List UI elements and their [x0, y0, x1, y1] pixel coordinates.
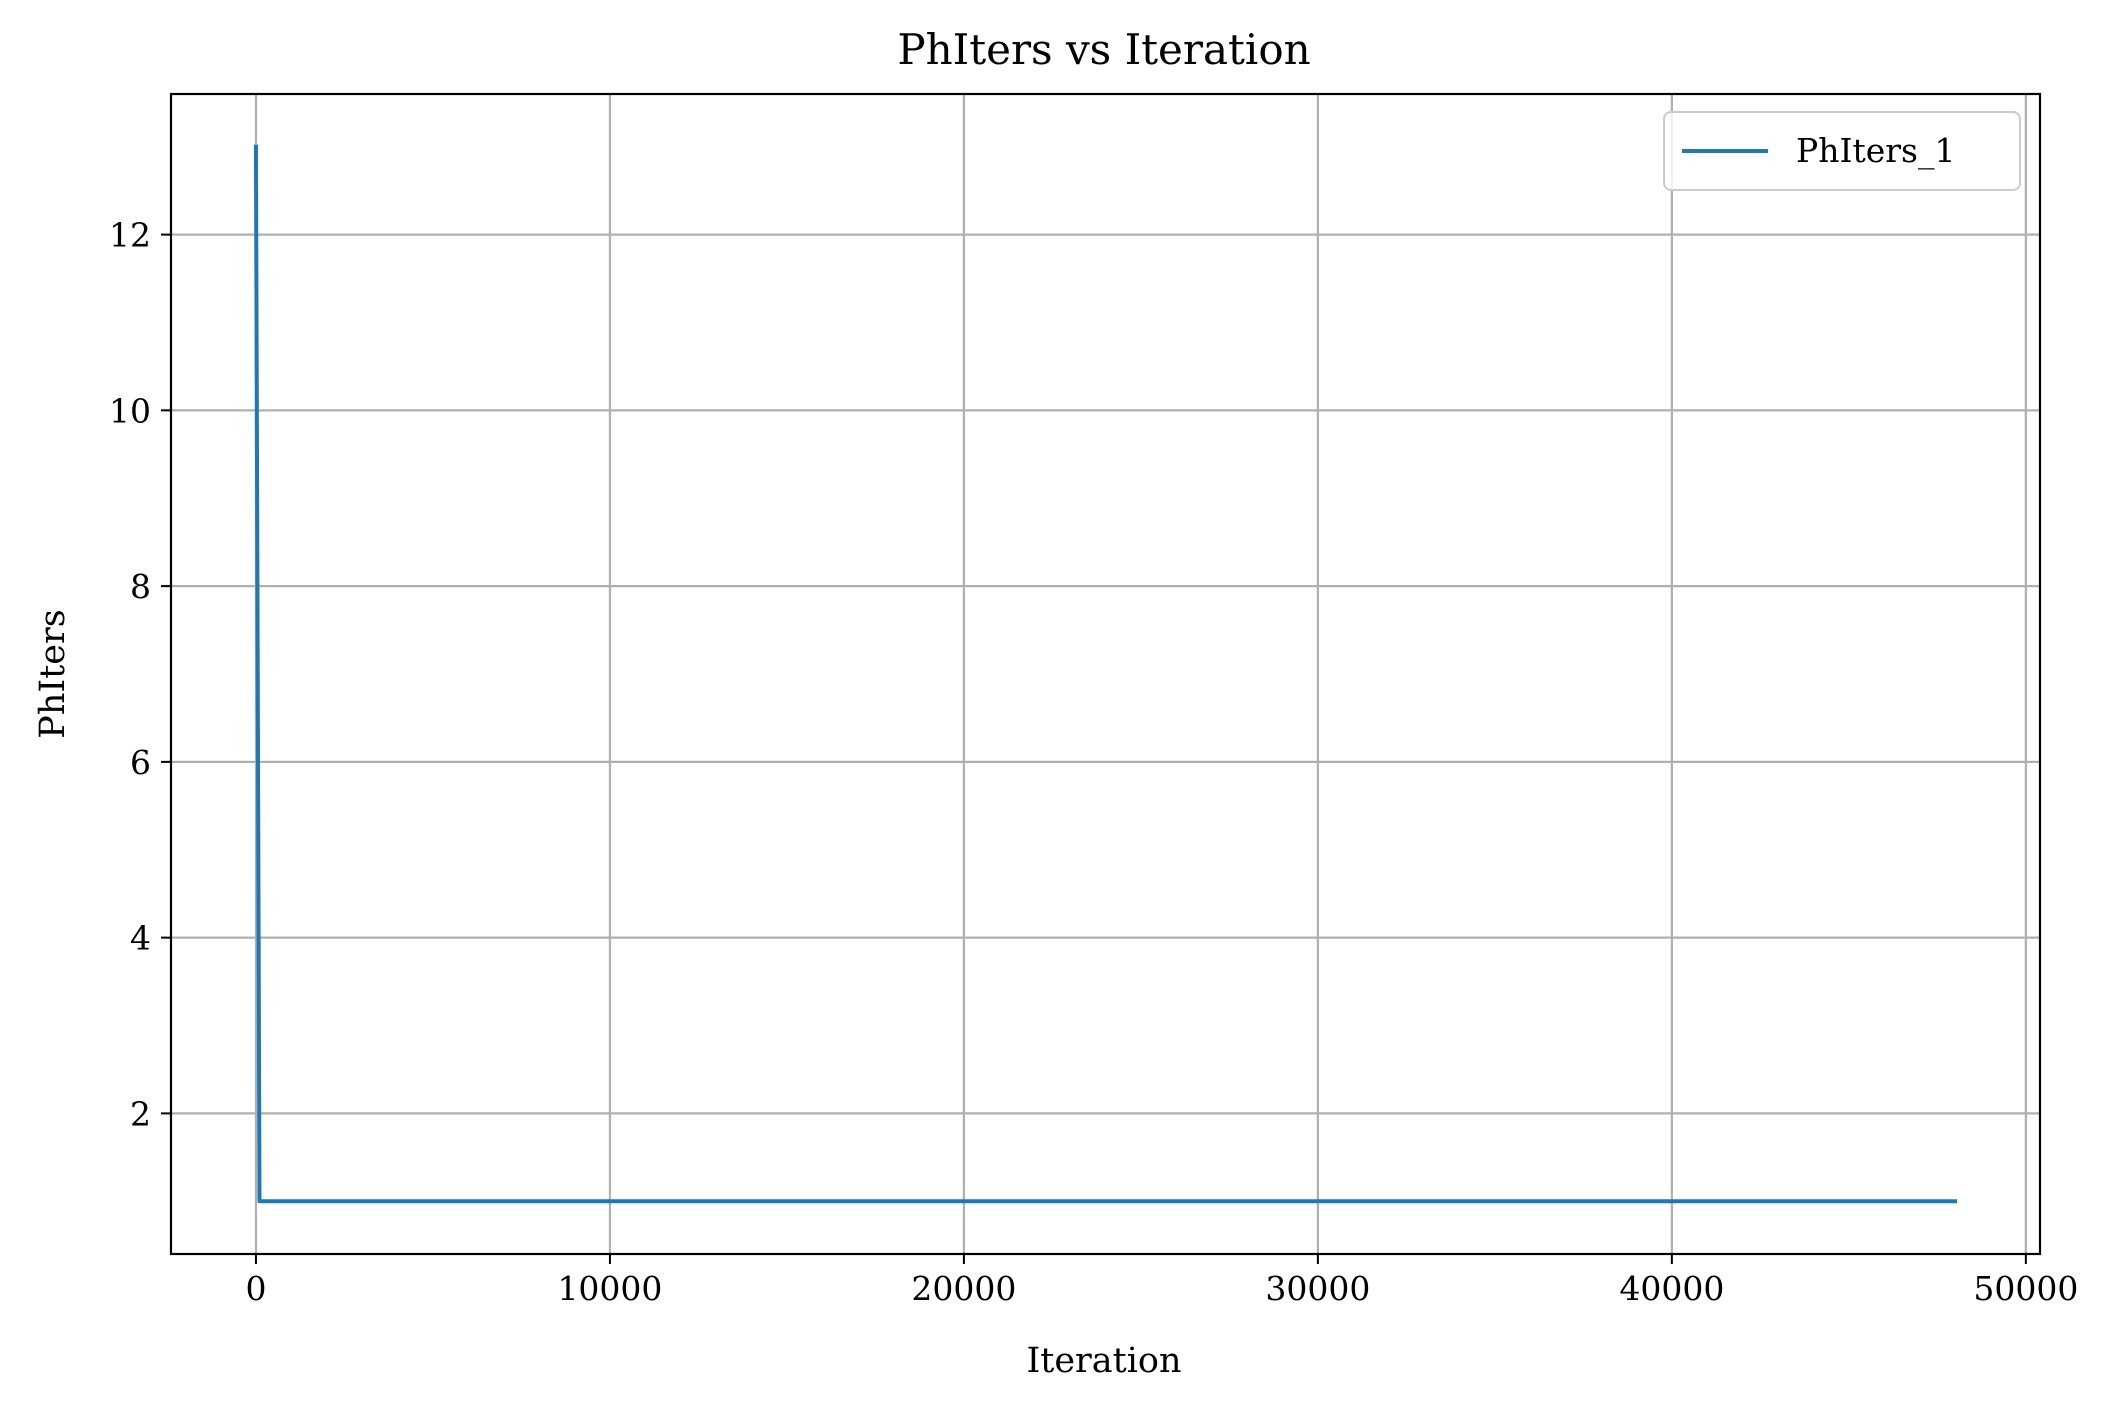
y-tick-label: 8 — [130, 567, 151, 606]
x-axis-label: Iteration — [1026, 1341, 1181, 1381]
y-tick-label: 4 — [130, 919, 151, 958]
series-line — [253, 144, 1958, 1204]
x-tick-label: 30000 — [1265, 1269, 1370, 1308]
ticks-layer: 0 10000 20000 30000 40000 50000 2 4 6 8 10 12 — [109, 216, 2078, 1308]
plot-frame — [169, 92, 2042, 1256]
grid-layer — [171, 94, 2040, 1254]
y-axis-label: PhIters — [33, 609, 73, 738]
y-tick-label: 2 — [130, 1094, 151, 1133]
x-tick-label: 10000 — [557, 1269, 662, 1308]
chart-title: PhIters vs Iteration — [897, 25, 1310, 74]
x-tick-label: 20000 — [911, 1269, 1016, 1308]
x-tick-label: 0 — [245, 1269, 266, 1308]
y-tick-label: 10 — [109, 391, 151, 430]
legend-label: PhIters_1 — [1796, 131, 1956, 171]
legend: PhIters_1 — [1663, 111, 2021, 191]
legend-box — [1663, 111, 2021, 191]
series-layer — [253, 144, 1958, 1204]
x-tick-label: 50000 — [1973, 1269, 2078, 1308]
x-tick-label: 40000 — [1619, 1269, 1724, 1308]
y-tick-label: 6 — [130, 743, 151, 782]
y-tick-label: 12 — [109, 216, 151, 255]
